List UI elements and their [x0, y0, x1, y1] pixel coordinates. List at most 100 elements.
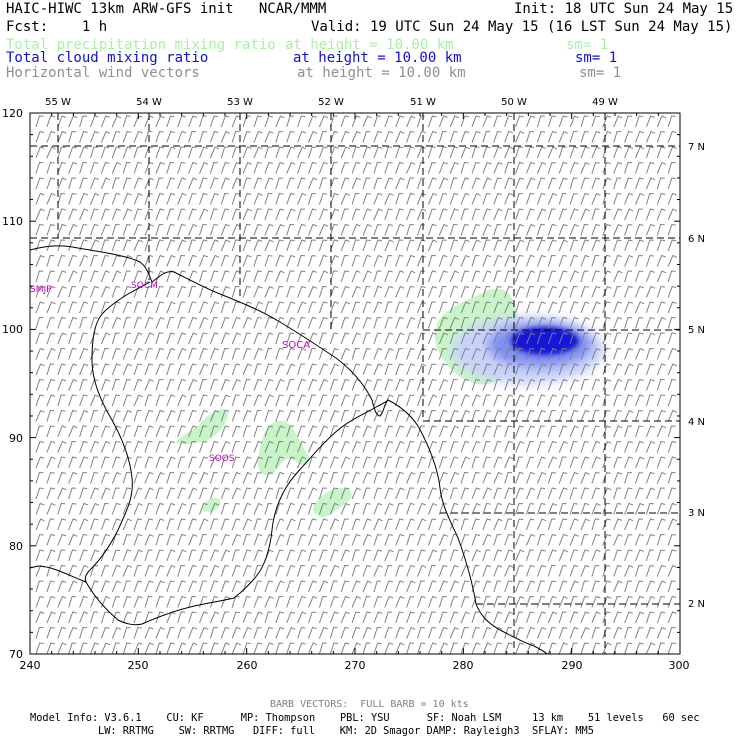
wind-barb — [57, 161, 66, 174]
wind-barb — [515, 115, 524, 128]
wind-barb — [297, 378, 306, 391]
wind-barb — [526, 115, 535, 128]
wind-barb — [242, 549, 252, 562]
wind-barb — [199, 518, 209, 531]
wind-barb — [667, 642, 676, 654]
wind-barb — [318, 115, 329, 128]
wind-barb — [558, 564, 567, 577]
wind-barb — [438, 564, 448, 577]
wind-barb — [79, 146, 89, 159]
wind-barb — [166, 549, 176, 562]
wind-barb — [264, 161, 274, 174]
wind-barb — [286, 502, 295, 515]
wind-barb — [46, 239, 56, 252]
station-socm: SOCM — [131, 281, 158, 291]
wind-barb — [220, 580, 230, 593]
wind-barb — [547, 177, 557, 190]
wind-barb — [264, 254, 273, 267]
wind-barb — [449, 270, 460, 283]
barb-vectors-note: BARB VECTORS: FULL BARB = 10 kts — [270, 699, 469, 710]
wind-barb — [471, 611, 480, 624]
wind-barb — [580, 642, 589, 654]
wind-barb — [427, 332, 437, 345]
wind-barb — [308, 115, 317, 128]
wind-barb — [318, 177, 327, 190]
wind-barb — [558, 363, 567, 376]
wind-barb — [558, 177, 568, 190]
wind-barb — [384, 347, 394, 360]
wind-barb — [100, 363, 110, 376]
wind-barb — [68, 487, 77, 500]
wind-barb — [645, 409, 655, 422]
wind-barb — [46, 425, 55, 438]
wind-barb — [460, 254, 470, 267]
wind-barb — [395, 487, 405, 500]
wind-barb — [645, 549, 654, 562]
wind-barb — [569, 549, 578, 562]
wind-barb — [536, 270, 545, 283]
wind-barb — [318, 471, 328, 484]
wind-barb — [471, 301, 480, 314]
wind-barb — [144, 456, 153, 469]
wind-barb — [493, 177, 502, 190]
wind-barb — [242, 254, 252, 267]
wind-barb — [373, 347, 383, 360]
wind-barb — [329, 409, 340, 422]
wind-barb — [199, 192, 208, 205]
wind-barb — [602, 146, 611, 159]
wind-barb — [46, 502, 56, 515]
wind-barb — [253, 239, 263, 252]
wind-barb — [275, 347, 284, 360]
wind-barb — [482, 301, 491, 314]
wind-barb — [471, 192, 481, 205]
wind-barb — [209, 130, 219, 143]
wind-barb — [624, 208, 634, 221]
wind-barb — [645, 611, 655, 624]
wind-barb — [417, 502, 426, 515]
wind-barb — [68, 161, 78, 174]
wind-barb — [395, 394, 404, 407]
wind-barb — [504, 642, 513, 654]
wind-barb — [220, 285, 231, 298]
wind-barb — [318, 564, 328, 577]
wind-barb — [90, 642, 99, 654]
wind-barb — [231, 223, 242, 236]
wind-barb — [613, 378, 623, 391]
wind-barb — [471, 363, 480, 376]
wind-barb — [242, 456, 252, 469]
lon-50w: 50 W — [501, 97, 527, 108]
wind-barb — [602, 363, 611, 376]
wind-barb — [199, 580, 207, 593]
wind-barb — [580, 177, 589, 190]
wind-barb — [351, 378, 361, 391]
wind-barb — [438, 270, 448, 283]
wind-barb — [406, 285, 415, 298]
wind-barb — [449, 146, 459, 159]
wind-barb — [79, 533, 88, 546]
wind-barb — [242, 130, 251, 143]
wind-barb — [90, 301, 98, 314]
wind-barb — [558, 332, 568, 345]
wind-barb — [384, 440, 394, 453]
wind-barb — [286, 316, 296, 329]
wind-barb — [231, 425, 241, 438]
wind-barb — [635, 285, 644, 298]
wind-barb — [264, 239, 274, 252]
wind-barb — [515, 533, 525, 546]
wind-barb — [100, 456, 110, 469]
wind-barb — [46, 378, 56, 391]
wind-barb — [90, 580, 99, 593]
wind-barb — [275, 394, 284, 407]
wind-barb — [286, 533, 295, 546]
wind-barb — [133, 440, 143, 453]
wind-barb — [536, 611, 546, 624]
wind-barb — [351, 316, 361, 329]
wind-barb — [569, 177, 578, 190]
wind-barb — [471, 518, 480, 531]
wind-barb — [308, 270, 317, 283]
wind-barb — [177, 626, 186, 639]
wind-barb — [504, 425, 513, 438]
wind-barb — [373, 440, 383, 453]
wind-barb — [90, 502, 100, 515]
wind-barb — [340, 223, 350, 236]
